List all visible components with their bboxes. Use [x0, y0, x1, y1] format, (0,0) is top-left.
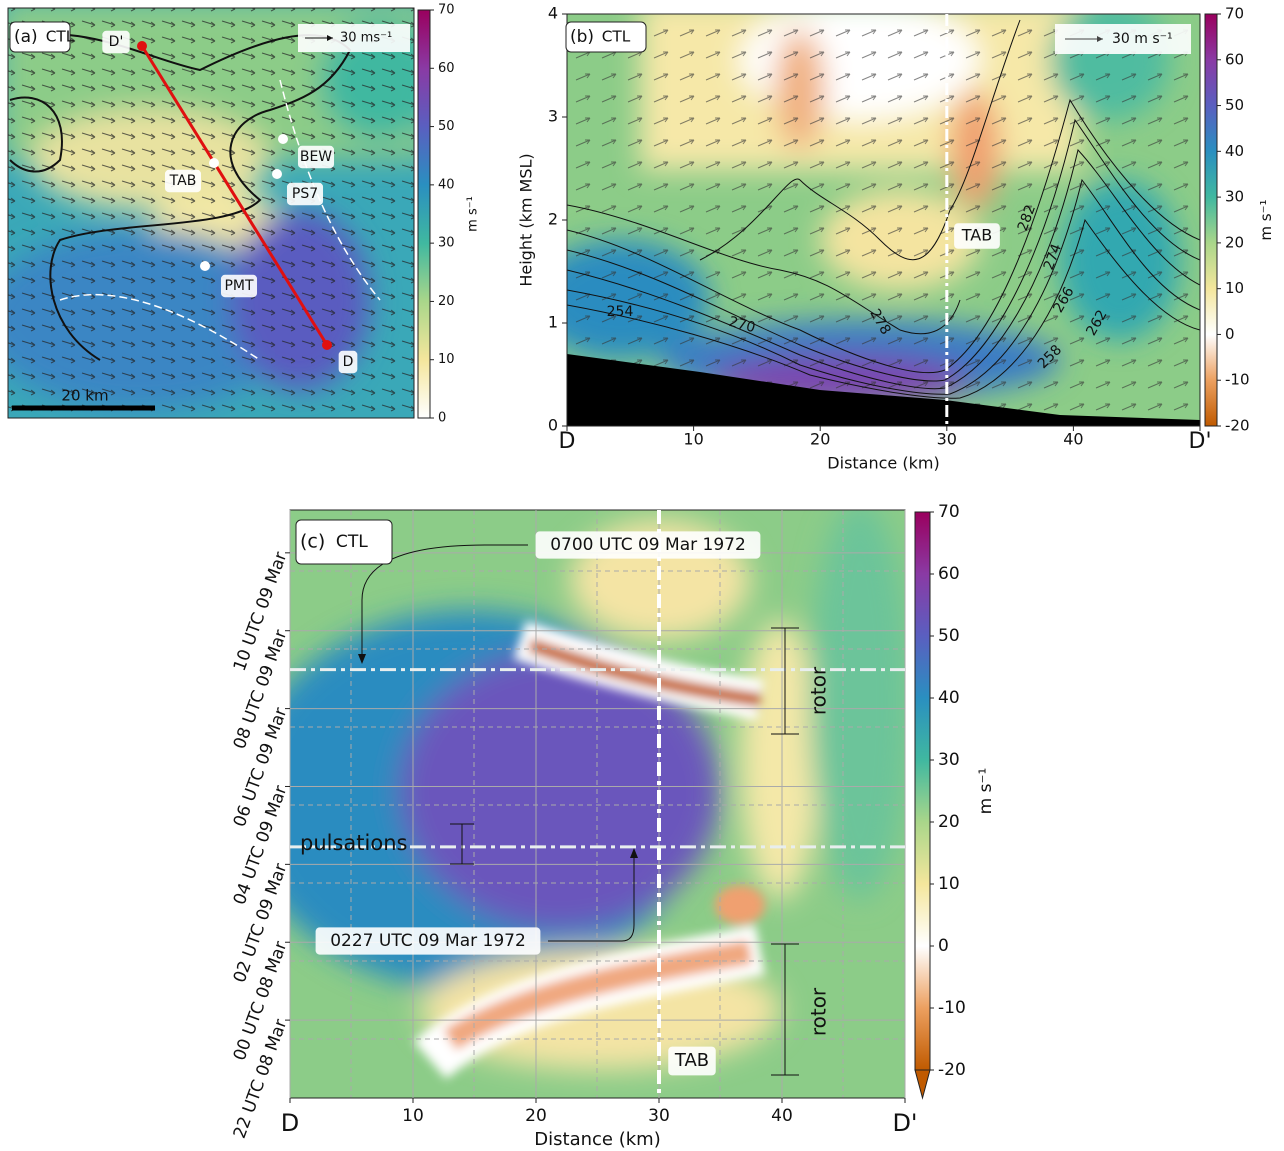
- colorbar-tick-label: -20: [1225, 417, 1250, 435]
- colorbar-tick-label: 60: [938, 564, 960, 584]
- colorbar-tick-label: 10: [1225, 279, 1244, 297]
- colorbar-tick-label: 20: [938, 812, 960, 832]
- x-tick-label: D: [559, 429, 576, 454]
- y-tick-label: 4: [548, 4, 558, 23]
- colorbar-tick-label: 30: [438, 236, 455, 251]
- y-axis-label: Height (km MSL): [517, 153, 536, 286]
- vector-key-label: 30 ms⁻¹: [340, 31, 392, 46]
- colorbar-label: m s⁻¹: [465, 196, 480, 232]
- colorbar-tick-label: 40: [1225, 142, 1244, 160]
- colorbar-tick-label: -20: [938, 1060, 966, 1080]
- x-tick-label: 10: [402, 1106, 424, 1126]
- x-tick-label: D': [892, 1109, 917, 1137]
- colorbar-tick-label: 10: [938, 874, 960, 894]
- colorbar-label: m s⁻¹: [1257, 199, 1275, 240]
- station-label: BEW: [300, 149, 332, 165]
- colorbar-tick-label: 70: [1225, 5, 1244, 23]
- colorbar-label: m s⁻¹: [976, 768, 996, 815]
- time-label: 0227 UTC 09 Mar 1972: [330, 931, 526, 951]
- y-tick-label: 3: [548, 107, 558, 126]
- x-axis-label: Distance (km): [534, 1129, 660, 1150]
- x-tick-label: D': [1189, 429, 1212, 454]
- x-tick-label: 30: [937, 430, 957, 449]
- map-field: [0, 0, 440, 418]
- x-tick-label: 40: [1063, 430, 1083, 449]
- run-label: CTL: [336, 532, 368, 552]
- section-end-label: D': [109, 34, 124, 50]
- panel-label: (b): [570, 27, 594, 47]
- colorbar-tick-label: 20: [438, 294, 455, 309]
- y-tick-label: 0: [548, 416, 558, 435]
- station: [278, 134, 288, 144]
- y-tick-label: 1: [548, 313, 558, 332]
- annotation: rotor: [807, 987, 831, 1036]
- section-end: [322, 340, 332, 350]
- colorbar-tick-label: 0: [938, 936, 949, 956]
- scale-bar-label: 20 km: [61, 387, 108, 405]
- x-tick-label: D: [281, 1109, 299, 1137]
- x-tick-label: 20: [525, 1106, 547, 1126]
- colorbar-tick-label: -10: [938, 998, 966, 1018]
- y-tick-label: 2: [548, 210, 558, 229]
- panel-label: (c): [300, 531, 325, 553]
- x-tick-label: 10: [683, 430, 703, 449]
- station: [272, 169, 282, 179]
- colorbar-tick-label: 0: [438, 411, 446, 426]
- station-label: TAB: [169, 173, 197, 189]
- station: [200, 261, 210, 271]
- vector-key-label: 30 m s⁻¹: [1112, 31, 1173, 47]
- colorbar-tick-label: 0: [1225, 325, 1235, 343]
- run-label: CTL: [602, 28, 631, 46]
- colorbar-tick-label: 60: [438, 61, 455, 76]
- colorbar-tick-label: 60: [1225, 50, 1244, 68]
- annotation: rotor: [807, 666, 831, 715]
- x-axis-label: Distance (km): [827, 454, 939, 473]
- figure: (a)CTLD'DTABBEWPS7PMT30 ms⁻¹20 km0102030…: [0, 0, 1284, 1151]
- colorbar-tick-label: 70: [438, 3, 455, 18]
- panel-label: (a): [14, 27, 38, 47]
- colorbar-tick-label: 50: [438, 119, 455, 134]
- x-tick-label: 40: [771, 1106, 793, 1126]
- section-field: [530, 0, 1200, 426]
- colorbar-tick-label: -10: [1225, 371, 1250, 389]
- run-label: CTL: [46, 28, 75, 46]
- x-tick-label: 20: [810, 430, 830, 449]
- colorbar-extend: [915, 1070, 930, 1098]
- colorbar-tick-label: 50: [1225, 96, 1244, 114]
- station-label: PMT: [224, 278, 254, 294]
- section-end-label: D: [343, 354, 354, 370]
- contour-label: 254: [607, 304, 634, 320]
- marker-label: TAB: [961, 226, 992, 245]
- colorbar-tick-label: 30: [1225, 188, 1244, 206]
- colorbar-tick-label: 40: [438, 177, 455, 192]
- station: [209, 158, 219, 168]
- time-label: 0700 UTC 09 Mar 1972: [550, 535, 746, 555]
- colorbar-tick-label: 40: [938, 688, 960, 708]
- station-label: PS7: [292, 186, 318, 202]
- colorbar-tick-label: 70: [938, 502, 960, 522]
- colorbar-tick-label: 50: [938, 626, 960, 646]
- annotation: pulsations: [300, 831, 407, 855]
- colorbar-tick-label: 20: [1225, 233, 1244, 251]
- colorbar-tick-label: 30: [938, 750, 960, 770]
- marker-label: TAB: [674, 1050, 709, 1071]
- x-tick-label: 30: [648, 1106, 670, 1126]
- colorbar-tick-label: 10: [438, 352, 455, 367]
- section-end: [137, 41, 147, 51]
- colorbar: [418, 10, 430, 418]
- colorbar: [1205, 14, 1217, 426]
- colorbar: [915, 512, 930, 1070]
